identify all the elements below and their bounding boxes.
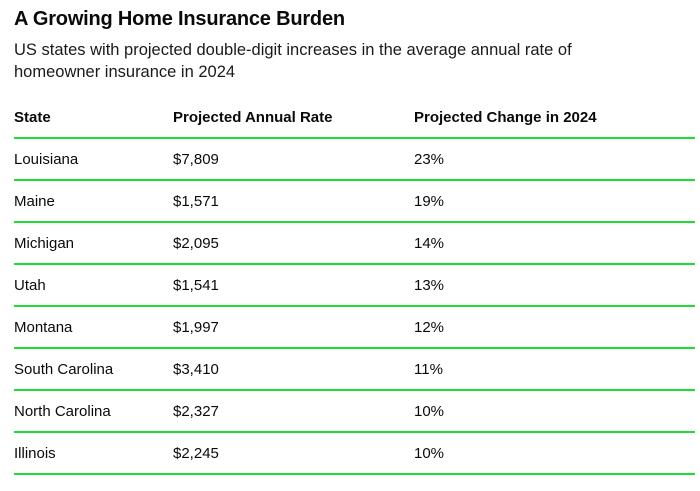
- table-row: Louisiana $7,809 23%: [14, 138, 695, 181]
- rate-cell: $2,095: [173, 222, 414, 265]
- table-row: South Carolina $3,410 11%: [14, 348, 695, 391]
- table-body: Louisiana $7,809 23% Maine $1,571 19% Mi…: [14, 138, 695, 475]
- table-row: Maine $1,571 19%: [14, 180, 695, 223]
- page-title: A Growing Home Insurance Burden: [14, 8, 345, 30]
- state-cell: Michigan: [14, 222, 173, 265]
- insurance-table: State Projected Annual Rate Projected Ch…: [14, 109, 695, 475]
- change-cell: 11%: [414, 348, 695, 391]
- change-cell: 10%: [414, 390, 695, 433]
- change-cell: 10%: [414, 432, 695, 475]
- rate-cell: $1,997: [173, 306, 414, 349]
- table-header-row: State Projected Annual Rate Projected Ch…: [14, 109, 695, 139]
- table-row: Michigan $2,095 14%: [14, 222, 695, 265]
- table-header: State Projected Annual Rate Projected Ch…: [14, 109, 695, 139]
- column-header-rate: Projected Annual Rate: [173, 109, 414, 139]
- state-cell: North Carolina: [14, 390, 173, 433]
- change-cell: 14%: [414, 222, 695, 265]
- column-header-state: State: [14, 109, 173, 139]
- chart-subtitle: US states with projected double-digit in…: [14, 41, 572, 81]
- table-row: Utah $1,541 13%: [14, 264, 695, 307]
- rate-cell: $2,245: [173, 432, 414, 475]
- table-row: North Carolina $2,327 10%: [14, 390, 695, 433]
- state-cell: Illinois: [14, 432, 173, 475]
- state-cell: South Carolina: [14, 348, 173, 391]
- change-cell: 13%: [414, 264, 695, 307]
- rate-cell: $1,541: [173, 264, 414, 307]
- chart-container: A Growing Home Insurance Burden US state…: [14, 8, 695, 475]
- table-row: Illinois $2,245 10%: [14, 432, 695, 475]
- rate-cell: $1,571: [173, 180, 414, 223]
- rate-cell: $2,327: [173, 390, 414, 433]
- state-cell: Utah: [14, 264, 173, 307]
- state-cell: Louisiana: [14, 138, 173, 181]
- change-cell: 12%: [414, 306, 695, 349]
- state-cell: Maine: [14, 180, 173, 223]
- rate-cell: $7,809: [173, 138, 414, 181]
- change-cell: 19%: [414, 180, 695, 223]
- change-cell: 23%: [414, 138, 695, 181]
- state-cell: Montana: [14, 306, 173, 349]
- column-header-change: Projected Change in 2024: [414, 109, 695, 139]
- rate-cell: $3,410: [173, 348, 414, 391]
- table-row: Montana $1,997 12%: [14, 306, 695, 349]
